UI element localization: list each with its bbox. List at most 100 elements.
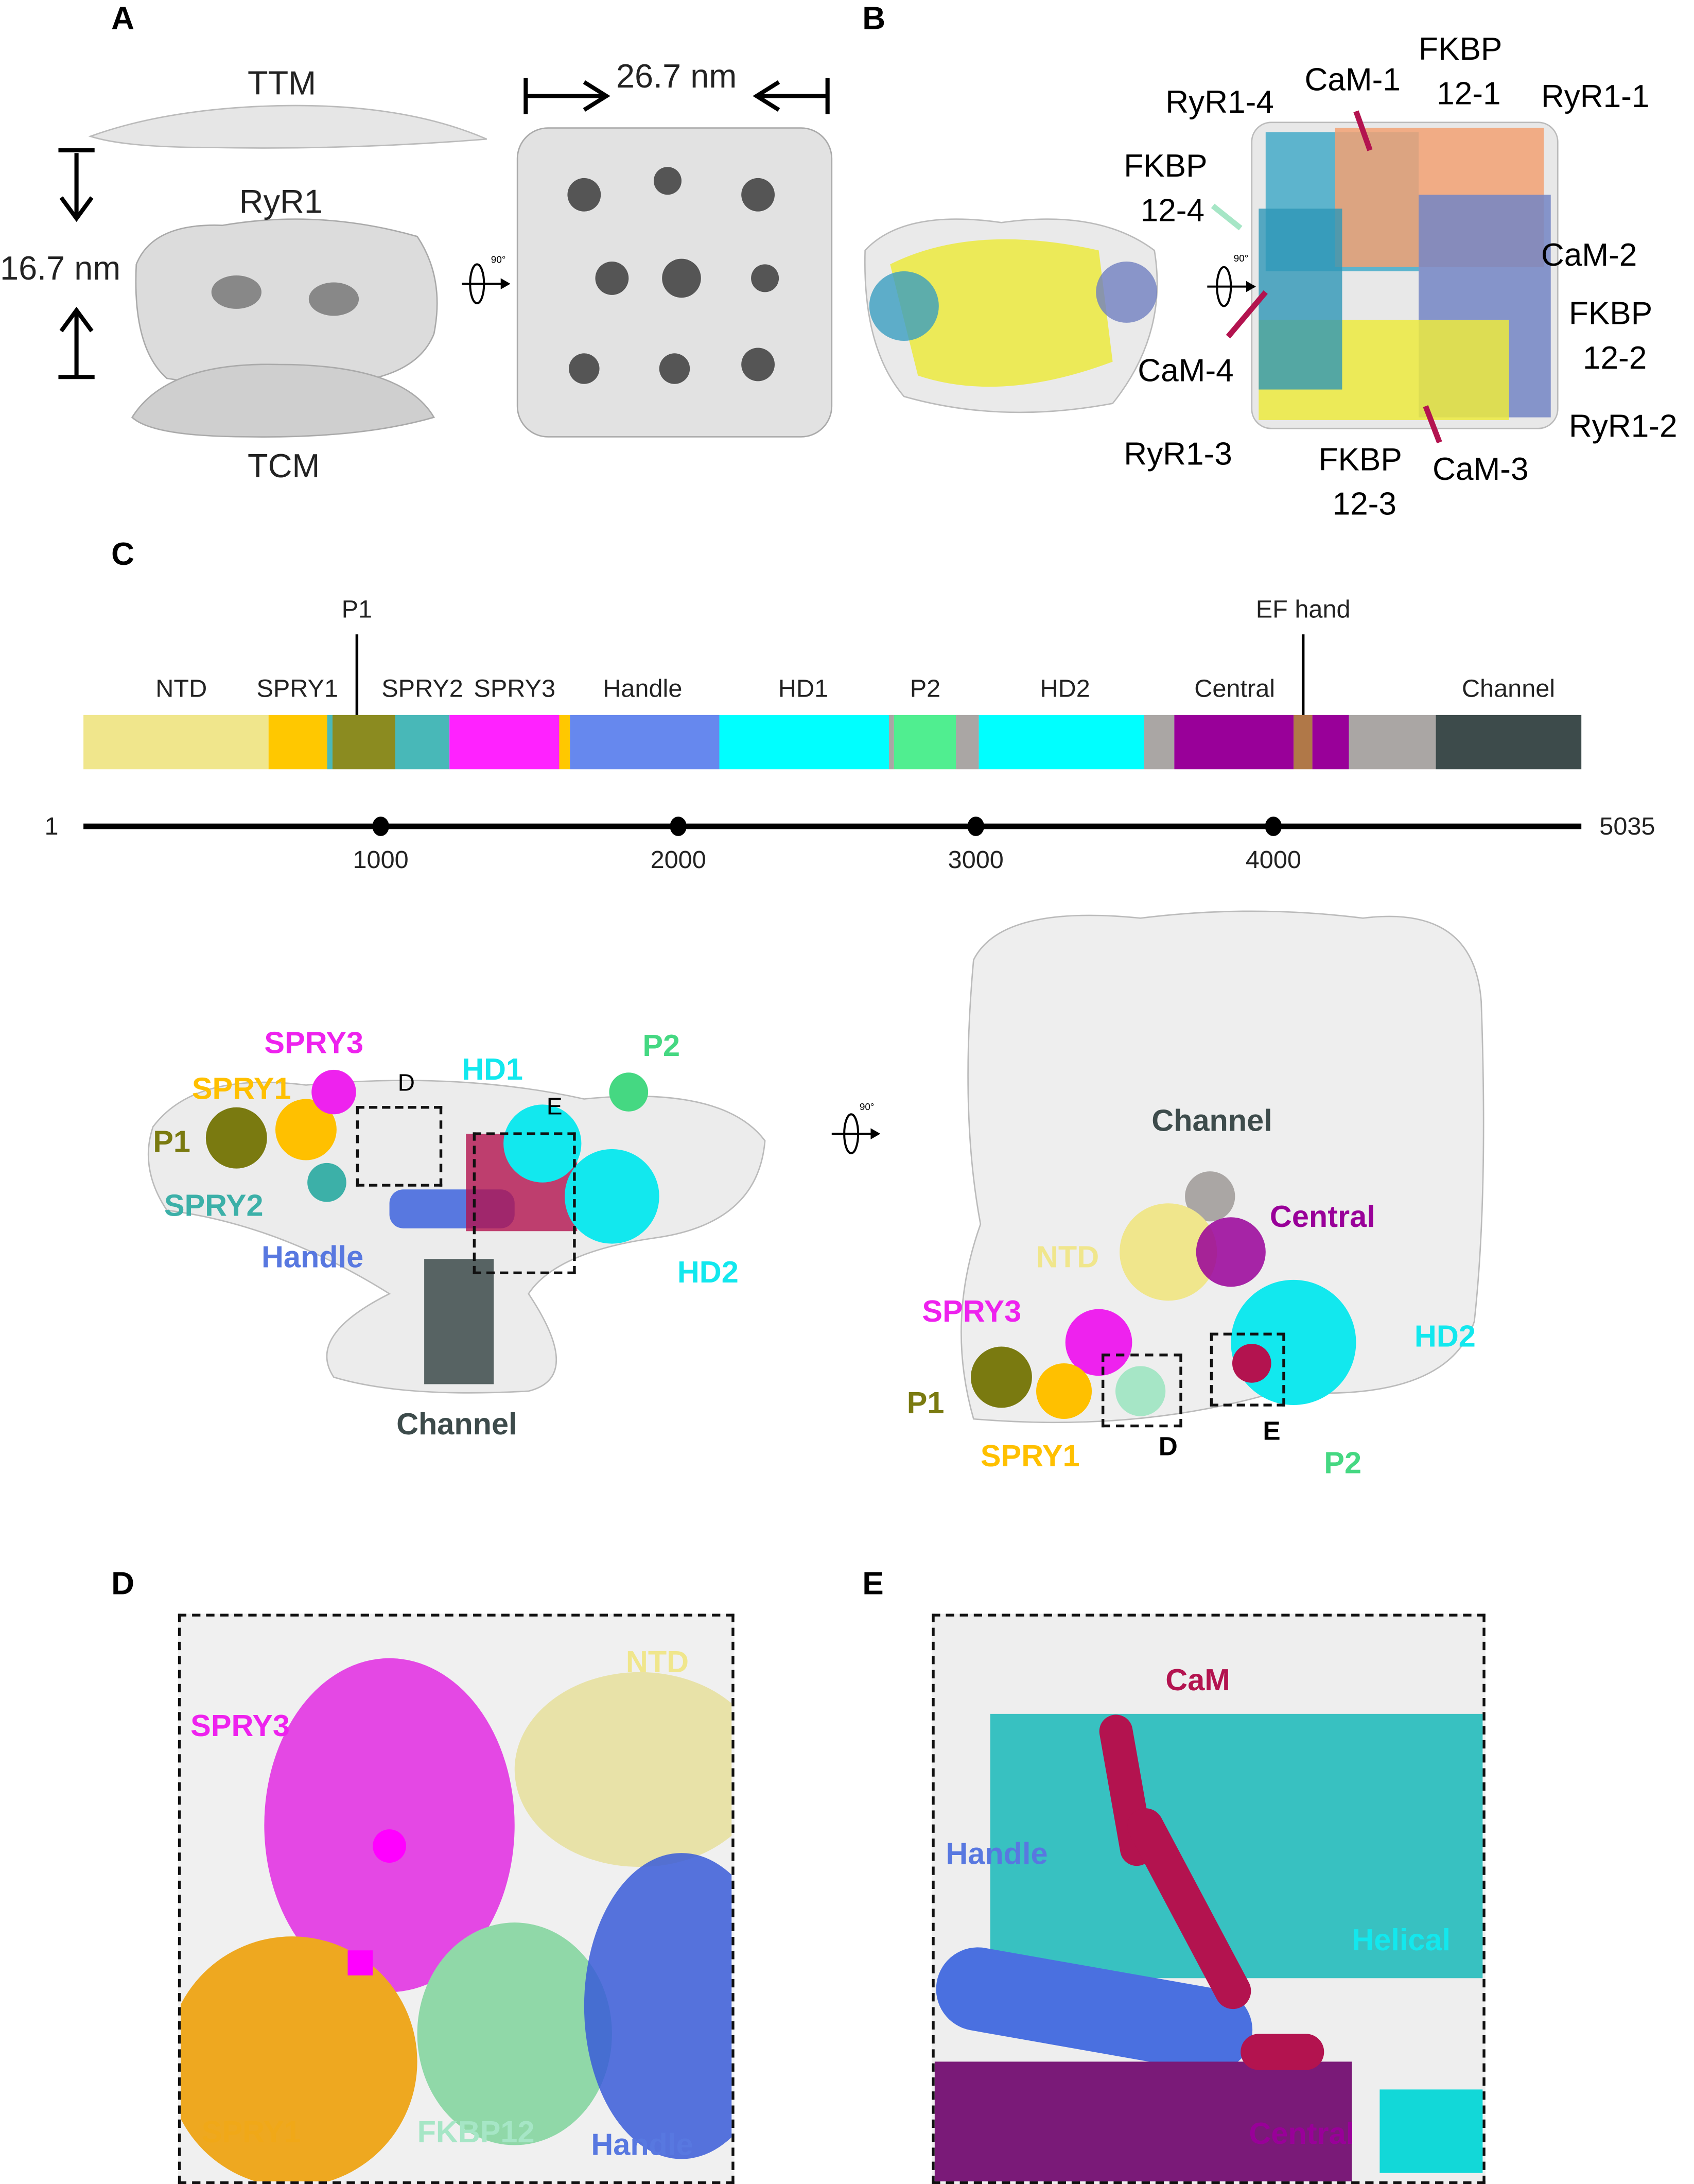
domain-segment: [956, 715, 979, 770]
label-fkbp-3-num: 12-3: [1332, 485, 1396, 522]
c-left-handle: Handle: [261, 1239, 364, 1275]
c-left-p1: P1: [153, 1124, 190, 1159]
domain-label: SPRY2: [381, 674, 463, 703]
c-left-hd1: HD1: [462, 1051, 523, 1087]
axis-start-label: 1: [44, 812, 59, 841]
label-fkbp-1: FKBP: [1419, 30, 1503, 67]
label-ryr1-2: RyR1-2: [1568, 407, 1678, 444]
label-cam-3: CaM-3: [1433, 450, 1529, 487]
domain-label: HD2: [1040, 674, 1090, 703]
panel-label-b: B: [862, 0, 886, 37]
axis-tick-label: 2000: [650, 845, 706, 874]
callout-label: EF hand: [1255, 595, 1351, 623]
axis-tick-1000: [372, 817, 389, 836]
axis-tick-4000: [1265, 817, 1282, 836]
domain-label: Channel: [1461, 674, 1556, 703]
inset-box-e: [473, 1132, 576, 1275]
label-cam-1: CaM-1: [1304, 61, 1401, 98]
label-fkbp-1-num: 12-1: [1437, 75, 1501, 112]
inset-box-e-right: [1210, 1332, 1285, 1407]
rotation-label: 90°: [491, 256, 506, 266]
inset-box-d-right: [1101, 1354, 1182, 1428]
c-left-d: D: [397, 1069, 415, 1097]
domain-segment: [1312, 715, 1349, 770]
domain-label: SPRY3: [474, 674, 556, 703]
c-right-p2: P2: [1324, 1445, 1362, 1480]
panel-label-c: C: [111, 535, 135, 572]
label-cam-4: CaM-4: [1138, 352, 1234, 388]
e-helical: Helical: [1352, 1922, 1451, 1957]
domain-label: NTD: [155, 674, 207, 703]
inset-box-d: [356, 1106, 443, 1187]
height-label: 16.7 nm: [0, 250, 121, 288]
c-right-e: E: [1263, 1417, 1281, 1447]
domain-segment: [327, 715, 333, 770]
domain-segment: [888, 715, 894, 770]
domain-segment-p1: [332, 715, 395, 770]
panel-a-maps: [58, 78, 833, 438]
c-right-hd2: HD2: [1414, 1319, 1476, 1354]
panel-label-d: D: [111, 1565, 135, 1602]
domain-segment: [1294, 715, 1313, 770]
c-left-spry3: SPRY3: [264, 1025, 364, 1060]
c-right-d: D: [1158, 1433, 1178, 1462]
c-left-p2: P2: [642, 1028, 680, 1063]
label-fkbp-3: FKBP: [1318, 441, 1402, 477]
axis-tick-label: 3000: [948, 845, 1004, 874]
domain-label: SPRY1: [256, 674, 339, 703]
axis-end-label: 5035: [1599, 812, 1655, 841]
label-ryr1-4: RyR1-4: [1165, 83, 1274, 120]
c-right-channel: Channel: [1151, 1103, 1272, 1138]
panel-c-rotation: 90°: [859, 1103, 875, 1113]
panel-d-inset: [178, 1614, 735, 2184]
label-fkbp-4-num: 12-4: [1140, 192, 1205, 229]
c-right-central: Central: [1269, 1199, 1375, 1234]
domain-segment-channel: [1436, 715, 1582, 770]
c-right-spry3: SPRY3: [922, 1293, 1022, 1329]
tcm-label: TCM: [247, 448, 320, 486]
domain-segment-handle: [570, 715, 720, 770]
domain-segment-hd1: [719, 715, 889, 770]
e-handle: Handle: [946, 1836, 1048, 1871]
d-spry1: SPRY1: [201, 2114, 301, 2150]
ryr1-label: RyR1: [239, 183, 323, 221]
d-spry3: SPRY3: [190, 1708, 290, 1743]
panel-b-rotation: 90°: [1233, 254, 1249, 265]
c-right-spry1: SPRY1: [980, 1438, 1080, 1474]
d-handle: Handle: [591, 2127, 693, 2162]
domain-label: Central: [1194, 674, 1276, 703]
panel-d-structure: [181, 1658, 732, 2181]
c-right-ntd: NTD: [1036, 1239, 1099, 1275]
c-right-p1: P1: [906, 1385, 945, 1420]
d-fkbp12: FKBP12: [417, 2114, 535, 2150]
domain-segment-hd2: [979, 715, 1144, 770]
d-ntd: NTD: [625, 1644, 689, 1679]
domain-segment-spry3: [449, 715, 560, 770]
panel-b-structures: [864, 110, 1559, 444]
domain-segment: [1349, 715, 1436, 770]
domain-segment-p2: [894, 715, 956, 770]
panel-e-structure: [934, 1713, 1483, 2181]
panel-label-e: E: [862, 1565, 884, 1602]
label-cam-2: CaM-2: [1541, 236, 1637, 273]
callout-label: P1: [341, 595, 373, 623]
e-cam: CaM: [1165, 1662, 1230, 1697]
label-ryr1-1: RyR1-1: [1541, 78, 1650, 114]
label-fkbp-2: FKBP: [1568, 294, 1653, 332]
domain-label: P2: [910, 674, 941, 703]
domain-map: [83, 634, 1582, 836]
panel-label-a: A: [111, 0, 135, 37]
domain-segment-spry1: [268, 715, 327, 770]
c-left-e: E: [546, 1093, 563, 1120]
axis-tick-2000: [670, 817, 687, 836]
label-fkbp-4: FKBP: [1124, 147, 1208, 184]
domain-segment: [1144, 715, 1175, 770]
label-ryr1-3: RyR1-3: [1124, 435, 1232, 472]
panel-c-structures: [147, 910, 1485, 1424]
width-label: 26.7 nm: [616, 58, 737, 96]
domain-segment-spry2: [395, 715, 450, 770]
c-left-spry1: SPRY1: [191, 1071, 291, 1106]
c-left-spry2: SPRY2: [164, 1188, 264, 1223]
c-left-hd2: HD2: [677, 1255, 739, 1290]
